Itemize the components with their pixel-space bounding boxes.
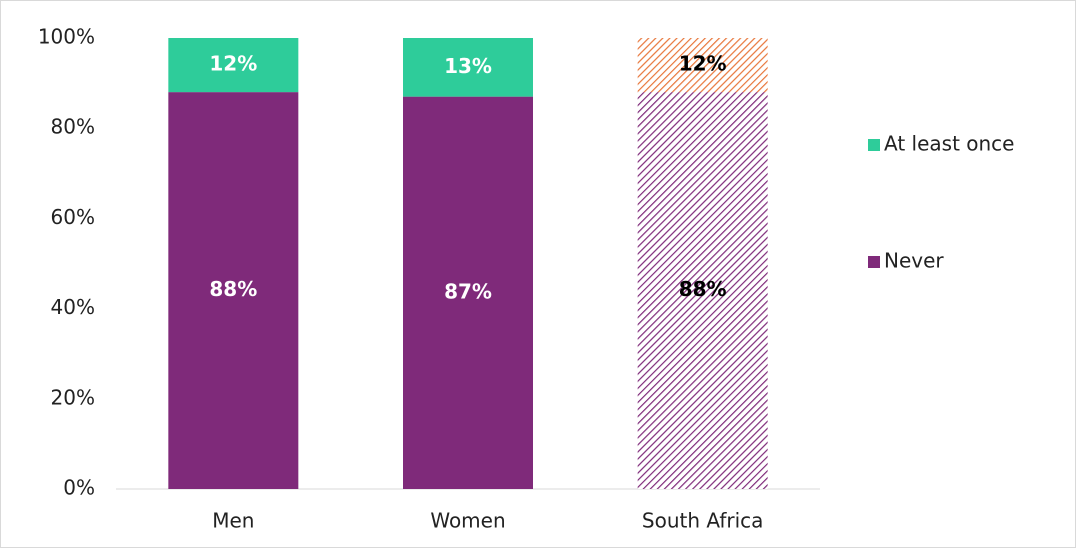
data-label: 12% [209, 52, 257, 76]
legend-swatch [868, 256, 880, 268]
y-tick-label: 80% [51, 115, 95, 139]
bar-segment [168, 92, 299, 490]
data-label: 12% [679, 52, 727, 76]
legend-label: At least once [884, 132, 1014, 156]
data-label: 88% [679, 277, 727, 301]
y-tick-label: 0% [63, 476, 95, 500]
x-tick-label: Men [212, 509, 254, 533]
legend-swatch [868, 139, 880, 151]
bar-segment [637, 38, 768, 93]
y-tick-label: 20% [51, 385, 95, 409]
bar-segment [168, 38, 299, 93]
data-label: 87% [444, 279, 492, 303]
y-tick-label: 60% [51, 205, 95, 229]
x-tick-label: Women [430, 509, 505, 533]
legend-label: Never [884, 249, 944, 273]
bar-segment [637, 92, 768, 490]
data-label: 88% [209, 277, 257, 301]
bar-segment [403, 96, 533, 489]
y-tick-label: 40% [51, 295, 95, 319]
y-tick-label: 100% [38, 25, 95, 49]
data-label: 13% [444, 54, 492, 78]
x-tick-label: South Africa [642, 509, 764, 533]
bar-segment [403, 38, 533, 97]
